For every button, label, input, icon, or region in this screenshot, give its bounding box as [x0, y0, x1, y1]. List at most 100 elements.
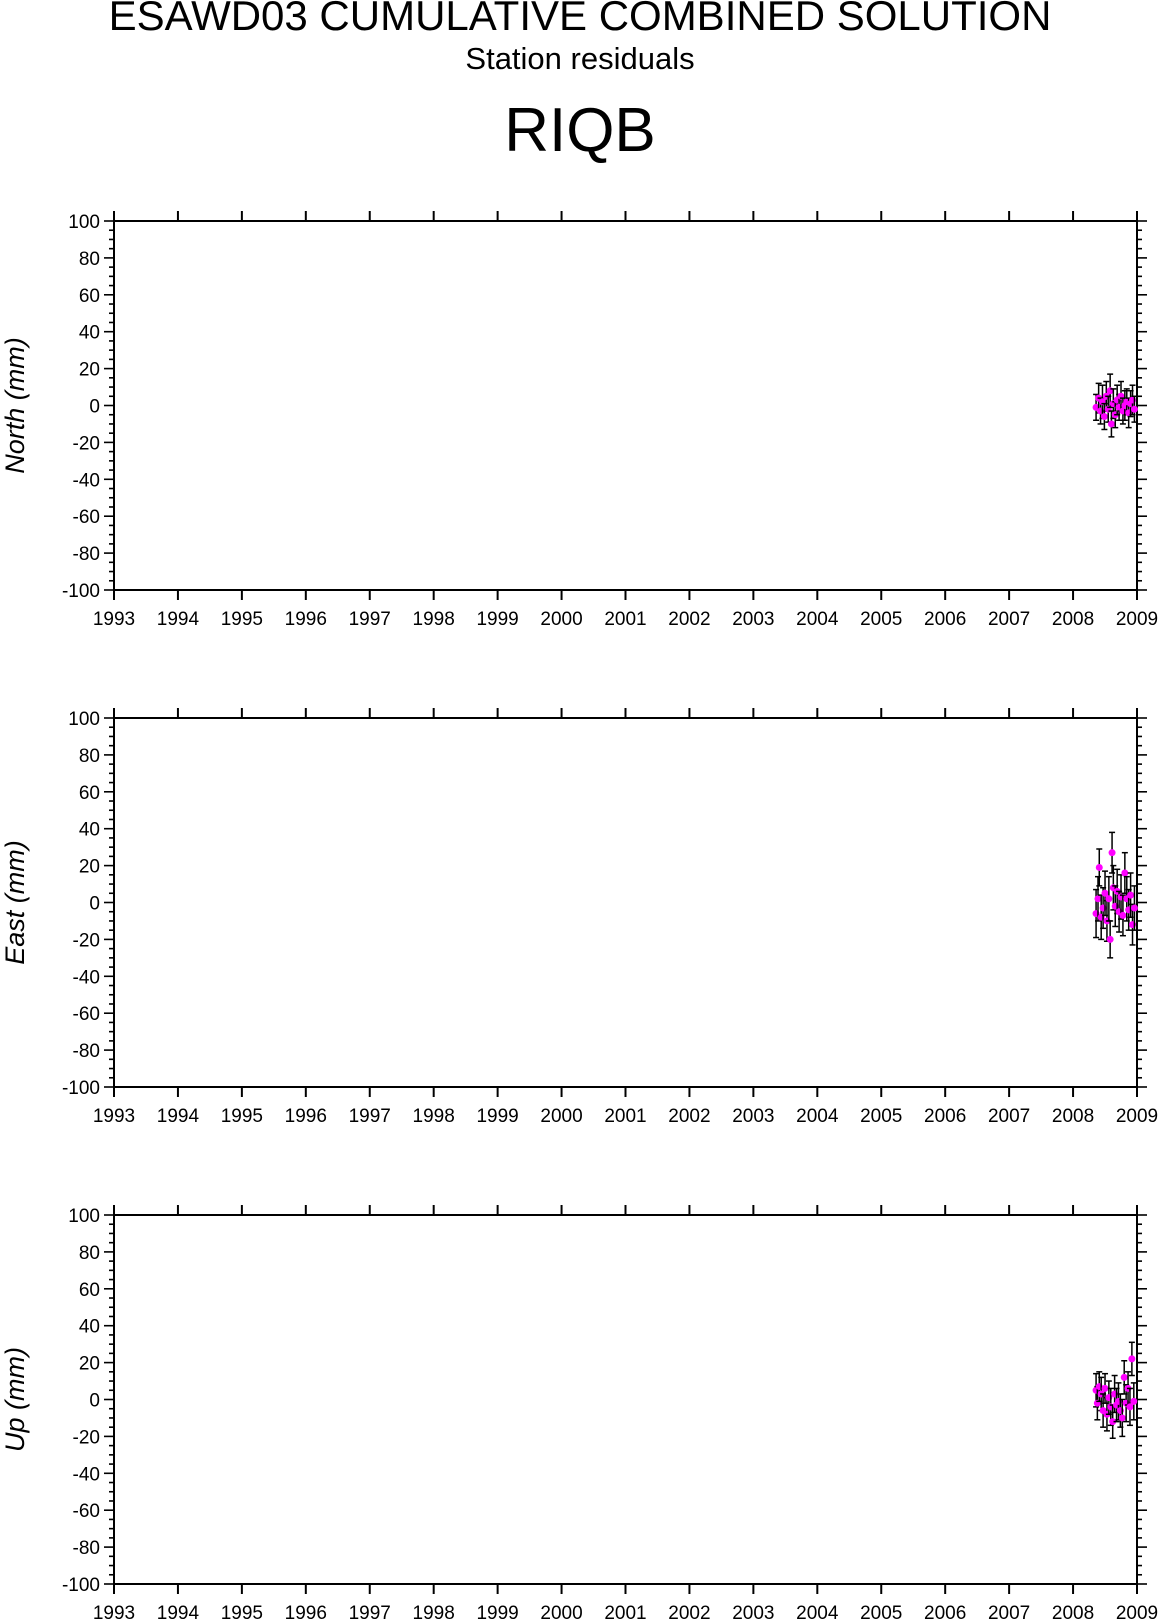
y-tick-label: 20: [79, 360, 100, 381]
x-tick-label: 2007: [988, 1106, 1030, 1127]
data-point: [1106, 935, 1114, 943]
x-tick-label: 1995: [221, 1603, 263, 1621]
x-tick-label: 2002: [668, 1106, 710, 1127]
x-tick-label: 2006: [924, 609, 966, 630]
x-tick-label: 2008: [1052, 1603, 1094, 1621]
x-tick-label: 2001: [604, 609, 646, 630]
figure-subtitle: Station residuals: [465, 41, 695, 76]
y-tick-label: 80: [79, 249, 100, 270]
data-point: [1105, 895, 1113, 903]
y-tick-label: -20: [73, 433, 100, 454]
x-tick-label: 1996: [285, 1603, 327, 1621]
x-tick-label: 1993: [93, 1603, 135, 1621]
y-axis-title: North (mm): [0, 337, 30, 474]
y-axis-title: Up (mm): [0, 1347, 30, 1452]
y-axis-title: East (mm): [0, 840, 30, 965]
x-tick-label: 2003: [732, 1603, 774, 1621]
y-tick-label: -20: [73, 930, 100, 951]
x-tick-label: 2009: [1116, 609, 1158, 630]
x-tick-label: 1997: [349, 1106, 391, 1127]
data-point: [1128, 1355, 1136, 1363]
x-tick-label: 1994: [157, 1603, 200, 1621]
panel-3: 1993 1994 1995 1996 1997 1998 1999 2000 2001 2002…: [0, 1205, 1158, 1621]
data-point: [1121, 869, 1129, 877]
y-tick-label: -60: [73, 1501, 100, 1522]
x-tick-label: 2009: [1116, 1106, 1158, 1127]
data-point: [1130, 1397, 1138, 1405]
y-tick-label: 20: [79, 1354, 100, 1375]
x-tick-label: 2003: [732, 609, 774, 630]
y-tick-label: -100: [62, 581, 100, 602]
y-tick-label: -80: [73, 1538, 100, 1559]
plot-frame: [113, 220, 1138, 591]
x-tick-label: 2007: [988, 609, 1030, 630]
y-tick-label: -60: [73, 507, 100, 528]
y-tick-label: 40: [79, 323, 100, 344]
data-point: [1126, 1403, 1134, 1411]
x-tick-label: 1997: [349, 1603, 391, 1621]
station-name: RIQB: [504, 96, 656, 165]
x-tick-label: 2005: [860, 609, 902, 630]
panel-1: 1993 1994 1995 1996 1997 1998 1999 2000 2001 2002…: [0, 211, 1158, 630]
data-point: [1130, 405, 1138, 413]
y-tick-label: -80: [73, 544, 100, 565]
y-tick-label: -40: [73, 470, 100, 491]
data-point: [1130, 904, 1138, 912]
y-tick-label: -40: [73, 967, 100, 988]
data-point: [1095, 863, 1103, 871]
x-tick-label: 1993: [93, 1106, 135, 1127]
y-tick-label: 20: [79, 857, 100, 878]
figure-title: ESAWD03 CUMULATIVE COMBINED SOLUTION: [108, 0, 1052, 39]
y-tick-label: 60: [79, 1280, 100, 1301]
x-tick-label: 2001: [604, 1106, 646, 1127]
x-tick-label: 1998: [413, 1603, 455, 1621]
x-tick-label: 2002: [668, 1603, 710, 1621]
y-tick-label: -20: [73, 1427, 100, 1448]
x-tick-label: 2003: [732, 1106, 774, 1127]
x-tick-label: 2005: [860, 1603, 902, 1621]
data-point: [1120, 1373, 1128, 1381]
y-tick-label: 100: [68, 212, 100, 233]
y-tick-label: 40: [79, 1317, 100, 1338]
plot-frame: [113, 1214, 1138, 1585]
data-point: [1119, 911, 1127, 919]
x-tick-label: 2000: [540, 1603, 582, 1621]
x-tick-label: 1999: [476, 609, 518, 630]
y-tick-label: -80: [73, 1041, 100, 1062]
x-tick-label: 2006: [924, 1603, 966, 1621]
x-tick-label: 1997: [349, 609, 391, 630]
y-tick-label: 0: [89, 894, 100, 915]
data-point: [1100, 413, 1108, 421]
x-tick-label: 1993: [93, 609, 135, 630]
y-tick-label: 0: [89, 397, 100, 418]
data-point: [1109, 1418, 1117, 1426]
data-point: [1107, 420, 1115, 428]
y-tick-label: 100: [68, 709, 100, 730]
x-tick-label: 2008: [1052, 609, 1094, 630]
x-tick-label: 1994: [157, 1106, 200, 1127]
data-point: [1101, 1384, 1109, 1392]
data-point: [1094, 895, 1102, 903]
x-tick-label: 2008: [1052, 1106, 1094, 1127]
x-tick-label: 2002: [668, 609, 710, 630]
x-tick-label: 2001: [604, 1603, 646, 1621]
x-tick-label: 2006: [924, 1106, 966, 1127]
y-tick-label: -60: [73, 1004, 100, 1025]
panel-2: 1993 1994 1995 1996 1997 1998 1999 2000 2001 2002…: [0, 708, 1158, 1127]
y-tick-label: -40: [73, 1464, 100, 1485]
x-tick-label: 2004: [796, 609, 839, 630]
x-tick-label: 2009: [1116, 1603, 1158, 1621]
x-tick-label: 1994: [157, 609, 200, 630]
data-point: [1127, 891, 1135, 899]
x-tick-label: 2005: [860, 1106, 902, 1127]
y-tick-label: 40: [79, 820, 100, 841]
x-tick-label: 2007: [988, 1603, 1030, 1621]
x-tick-label: 2004: [796, 1106, 839, 1127]
x-tick-label: 1999: [476, 1603, 518, 1621]
y-tick-label: 80: [79, 1243, 100, 1264]
plot-frame: [113, 717, 1138, 1088]
x-tick-label: 2004: [796, 1603, 839, 1621]
data-point: [1101, 889, 1109, 897]
x-tick-label: 1996: [285, 609, 327, 630]
